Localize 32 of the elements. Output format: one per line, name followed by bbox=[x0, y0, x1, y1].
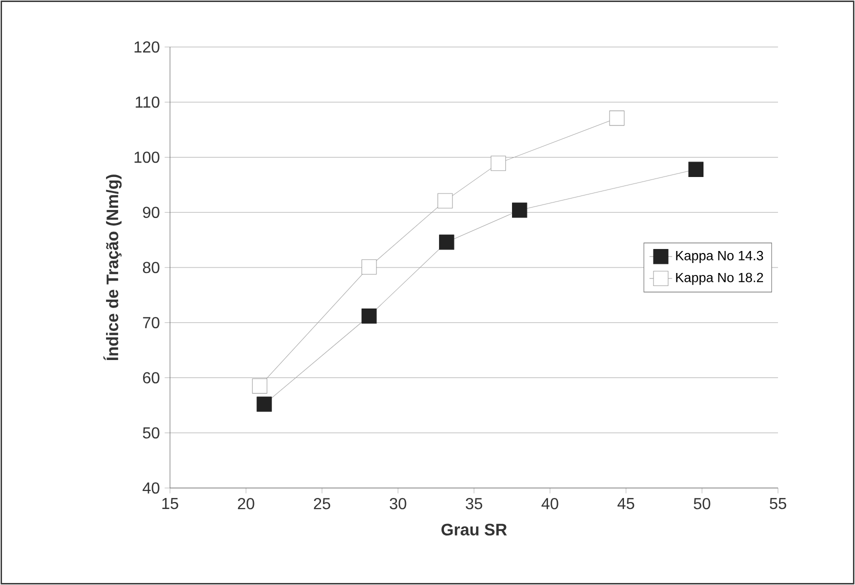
x-tick-label: 20 bbox=[238, 498, 254, 510]
point bbox=[438, 193, 453, 208]
point bbox=[490, 156, 506, 171]
x-tick-label: 30 bbox=[390, 498, 406, 510]
y-tick-label: 100 bbox=[134, 152, 160, 163]
x-tick-label: 40 bbox=[542, 498, 558, 510]
point bbox=[256, 396, 272, 412]
point bbox=[512, 202, 528, 218]
x-tick-label: 25 bbox=[314, 498, 330, 510]
y-tick-label: 110 bbox=[136, 96, 160, 108]
point bbox=[252, 378, 268, 394]
legend-label: Kappa No 18.2 bbox=[676, 272, 764, 285]
point bbox=[609, 110, 624, 126]
point bbox=[688, 162, 704, 177]
y-tick-label: 50 bbox=[142, 427, 160, 439]
x-tick-label: 35 bbox=[466, 498, 482, 510]
point bbox=[439, 234, 454, 250]
point bbox=[362, 308, 377, 324]
x-tick-label: 55 bbox=[770, 498, 786, 510]
y-axis-title: Índice de Tração (Nm/g) bbox=[103, 174, 122, 360]
x-tick-label: 50 bbox=[694, 498, 710, 510]
y-tick-label: 120 bbox=[134, 41, 160, 53]
x-tick-label: 15 bbox=[162, 498, 178, 510]
legend-label: Kappa No 14.3 bbox=[676, 250, 764, 263]
point bbox=[362, 259, 377, 275]
x-tick-label: 45 bbox=[618, 498, 634, 510]
y-tick-label: 40 bbox=[142, 482, 160, 494]
y-tick-label: 70 bbox=[143, 316, 160, 328]
y-tick-label: 60 bbox=[143, 372, 160, 384]
y-tick-label: 80 bbox=[142, 262, 160, 274]
x-axis-title: Grau SR bbox=[441, 524, 507, 536]
y-tick-label: 90 bbox=[143, 206, 160, 218]
